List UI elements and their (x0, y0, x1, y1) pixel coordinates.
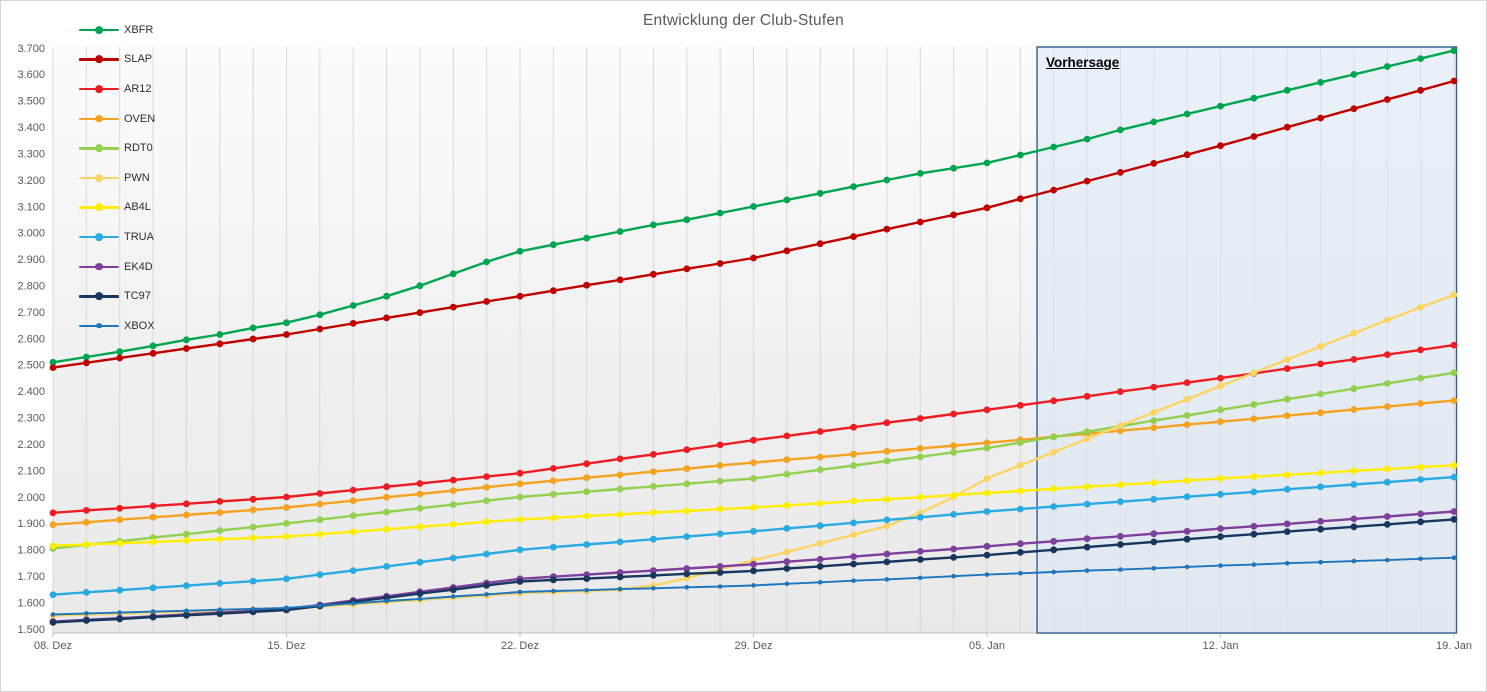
y-tick-label: 1.900 (17, 518, 45, 530)
legend-item-xbox[interactable]: XBOX (79, 311, 155, 341)
x-tick-label: 05. Jan (969, 640, 1005, 652)
y-tick-label: 2.500 (17, 360, 45, 372)
y-tick-label: 2.800 (17, 280, 45, 292)
y-tick-label: 3.600 (17, 69, 45, 81)
legend-label: PWN (124, 171, 150, 184)
series-trua[interactable] (49, 473, 1458, 599)
y-tick-label: 2.700 (17, 307, 45, 319)
legend-line-marker-icon (79, 290, 119, 302)
legend-item-rdt0[interactable]: RDT0 (79, 133, 155, 163)
legend-item-tc97[interactable]: TC97 (79, 281, 155, 311)
legend-line-marker-icon (79, 142, 119, 154)
legend-label: AR12 (124, 82, 152, 95)
y-tick-label: 2.600 (17, 333, 45, 345)
forecast-label: Vorhersage (1046, 55, 1120, 70)
series-xbox[interactable] (50, 555, 1457, 617)
legend-line-marker-icon (79, 113, 119, 125)
y-tick-label: 3.200 (17, 175, 45, 187)
series-ab4l[interactable] (49, 461, 1458, 550)
y-tick-label: 3.400 (17, 122, 45, 134)
legend-item-oven[interactable]: OVEN (79, 104, 155, 134)
y-tick-label: 1.700 (17, 571, 45, 583)
legend-line-marker-icon (79, 201, 119, 213)
legend-label: TRUA (124, 230, 154, 243)
y-tick-label: 3.000 (17, 228, 45, 240)
x-tick-label: 29. Dez (735, 640, 773, 652)
series-xbfr[interactable] (49, 47, 1458, 366)
legend-line-marker-icon (79, 320, 119, 332)
x-tick-label: 12. Jan (1202, 640, 1238, 652)
legend-item-xbfr[interactable]: XBFR (79, 15, 155, 45)
y-tick-label: 3.500 (17, 96, 45, 108)
y-tick-label: 1.600 (17, 597, 45, 609)
legend-label: TC97 (124, 290, 151, 303)
x-tick-label: 15. Dez (268, 640, 306, 652)
y-tick-label: 2.200 (17, 439, 45, 451)
y-axis-labels: 1.500 1.600 1.700 1.800 1.900 2.000 2.100 2.200… (17, 43, 45, 636)
legend-item-ek4d[interactable]: EK4D (79, 252, 155, 282)
legend: XBFR SLAP AR12 OVEN RDT0 PWN AB4L TRUA (79, 15, 155, 341)
y-tick-label: 2.900 (17, 254, 45, 266)
series-ar12[interactable] (49, 341, 1458, 517)
x-tick-label: 08. Dez (34, 640, 72, 652)
legend-item-trua[interactable]: TRUA (79, 222, 155, 252)
legend-line-marker-icon (79, 172, 119, 184)
chart-title: Entwicklung der Club-Stufen (643, 12, 844, 29)
legend-item-slap[interactable]: SLAP (79, 45, 155, 75)
y-tick-label: 2.100 (17, 465, 45, 477)
legend-line-marker-icon (79, 53, 119, 65)
legend-label: XBFR (124, 23, 154, 36)
series-oven[interactable] (49, 397, 1458, 529)
series-slap[interactable] (49, 77, 1458, 371)
y-tick-label: 2.000 (17, 492, 45, 504)
legend-line-marker-icon (79, 231, 119, 243)
legend-label: OVEN (124, 112, 156, 125)
legend-line-marker-icon (79, 24, 119, 36)
legend-label: SLAP (124, 53, 153, 66)
y-tick-label: 1.500 (17, 624, 45, 636)
y-tick-label: 3.300 (17, 148, 45, 160)
legend-label: AB4L (124, 201, 151, 214)
legend-line-marker-icon (79, 261, 119, 273)
legend-label: EK4D (124, 260, 153, 273)
legend-item-ab4l[interactable]: AB4L (79, 193, 155, 223)
y-tick-label: 3.100 (17, 201, 45, 213)
x-axis-labels: 08. Dez 15. Dez 22. Dez 29. Dez 05. Jan 12. J… (34, 640, 1472, 652)
y-tick-label: 2.400 (17, 386, 45, 398)
legend-label: RDT0 (124, 142, 153, 155)
x-tick-label: 22. Dez (501, 640, 539, 652)
legend-line-marker-icon (79, 83, 119, 95)
legend-item-pwn[interactable]: PWN (79, 163, 155, 193)
legend-label: XBOX (124, 319, 155, 332)
x-tick-label: 19. Jan (1436, 640, 1472, 652)
y-tick-label: 1.800 (17, 545, 45, 557)
y-tick-label: 3.700 (17, 43, 45, 55)
y-tick-label: 2.300 (17, 413, 45, 425)
legend-item-ar12[interactable]: AR12 (79, 74, 155, 104)
